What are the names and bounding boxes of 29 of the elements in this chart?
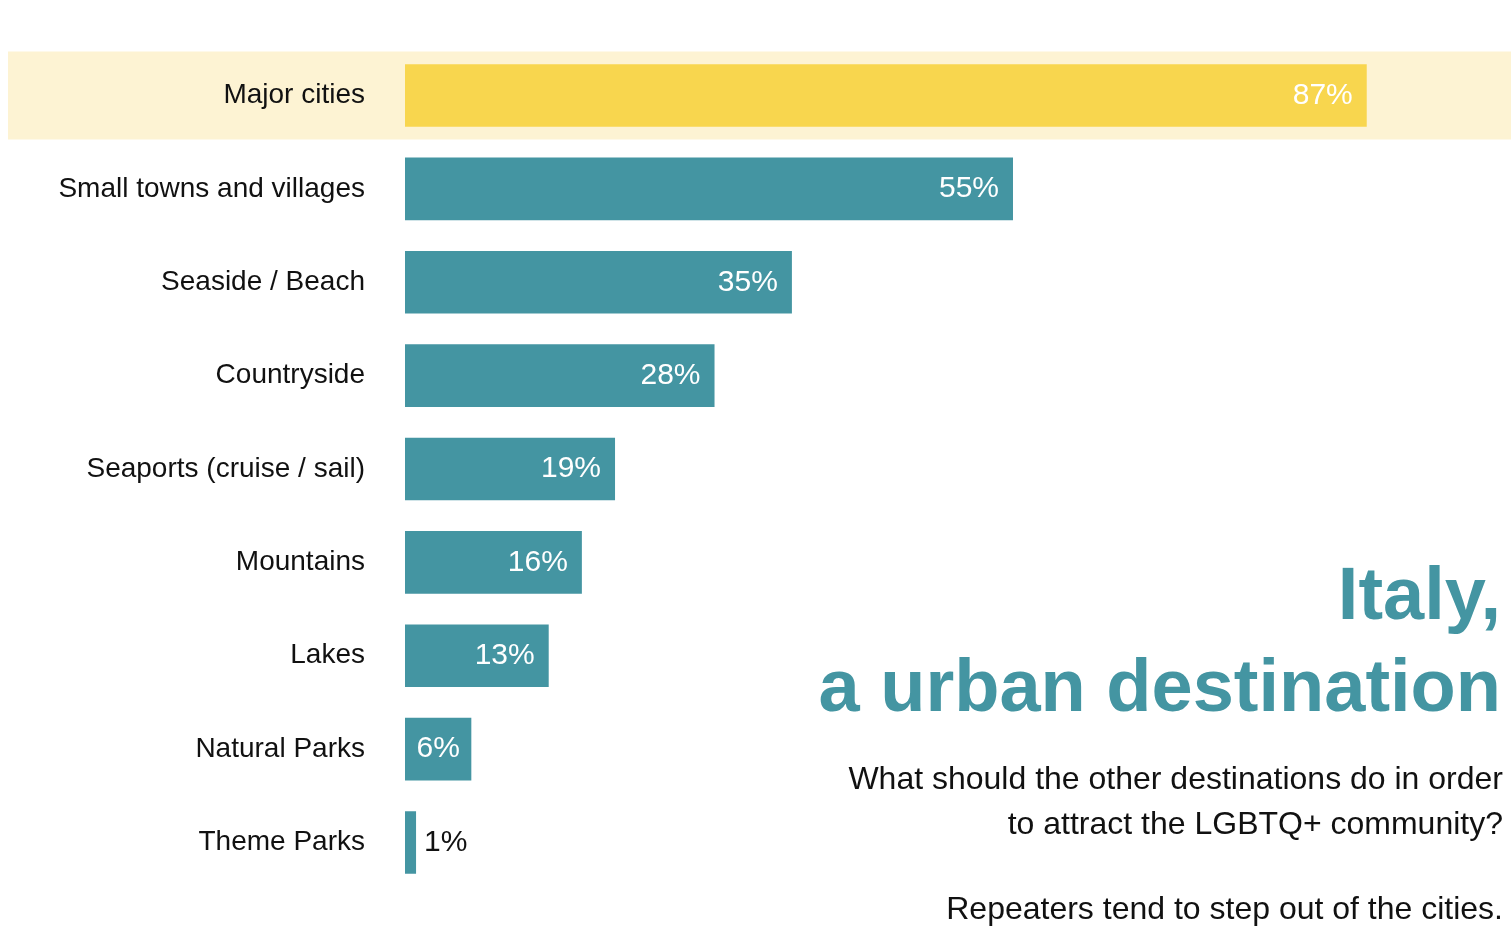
y-tick-label: Seaside / Beach xyxy=(161,264,365,296)
data-label: 28% xyxy=(640,356,701,390)
data-label: 13% xyxy=(474,637,535,671)
bar xyxy=(405,64,1367,127)
data-label: 87% xyxy=(1292,76,1353,110)
text: Italy, a urban destination xyxy=(818,551,1501,729)
bar xyxy=(405,624,549,688)
y-tick-label: Major cities xyxy=(223,78,365,110)
y-tick-label: Theme Parks xyxy=(198,825,365,857)
y-tick-label: Mountains xyxy=(235,545,365,577)
bar xyxy=(405,157,1013,221)
data-label: 35% xyxy=(717,263,778,297)
bar xyxy=(405,531,582,594)
bar xyxy=(405,344,715,407)
data-label: 16% xyxy=(507,543,568,577)
bar xyxy=(405,811,417,874)
text: What should the other destinations do in order to attract the LGBTQ+ community? xyxy=(847,759,1503,843)
data-label: 55% xyxy=(938,170,999,204)
bar xyxy=(405,437,616,501)
y-tick-label: Countryside xyxy=(215,358,365,390)
text: Repeaters tend to step out of the cities. xyxy=(946,890,1503,927)
y-tick-label: Lakes xyxy=(290,638,365,670)
data-label: 6% xyxy=(416,730,460,764)
y-tick-label: Seaports (cruise / sail) xyxy=(86,451,365,483)
y-tick-label: Natural Parks xyxy=(195,731,365,763)
bar xyxy=(405,250,792,314)
data-label: 19% xyxy=(540,450,602,484)
y-tick-label: Small towns and villages xyxy=(58,171,365,203)
data-label: 1% xyxy=(424,823,468,857)
